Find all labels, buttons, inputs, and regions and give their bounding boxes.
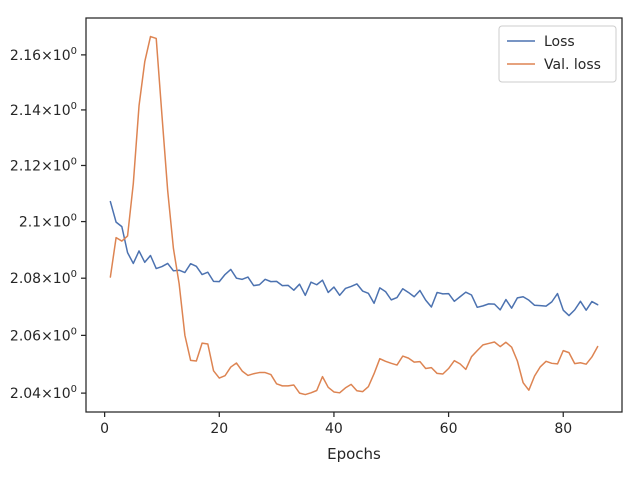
y-tick-label: 2.16×100 [10,46,77,64]
y-tick-label: 2.04×100 [10,384,77,402]
x-tick-label: 0 [100,421,109,437]
y-tick-label: 2.14×100 [10,101,77,119]
x-tick-label: 80 [554,421,572,437]
x-tick-label: 40 [325,421,343,437]
x-tick-label: 60 [440,421,458,437]
x-axis-ticks: 0 20 40 60 80 [100,412,572,437]
y-tick-label: 2.12×100 [10,156,77,174]
y-tick-label: 2.08×100 [10,269,77,287]
plot-frame [85,17,623,413]
y-axis-ticks: 2.04×100 2.06×100 2.08×100 2.1×100 2.12×100 2… [10,46,86,402]
x-tick-label: 20 [210,421,228,437]
legend-entry: Val. loss [544,57,601,73]
y-tick-label: 2.1×100 [19,213,77,231]
legend-entry: Loss [544,34,575,50]
series-line-val-loss [109,35,599,396]
plot-lines [109,35,599,396]
x-axis-label: Epochs [327,445,381,463]
legend-box [498,25,617,83]
series-line-loss [109,200,599,317]
y-tick-label: 2.06×100 [10,326,77,344]
legend: Loss Val. loss [498,25,617,83]
